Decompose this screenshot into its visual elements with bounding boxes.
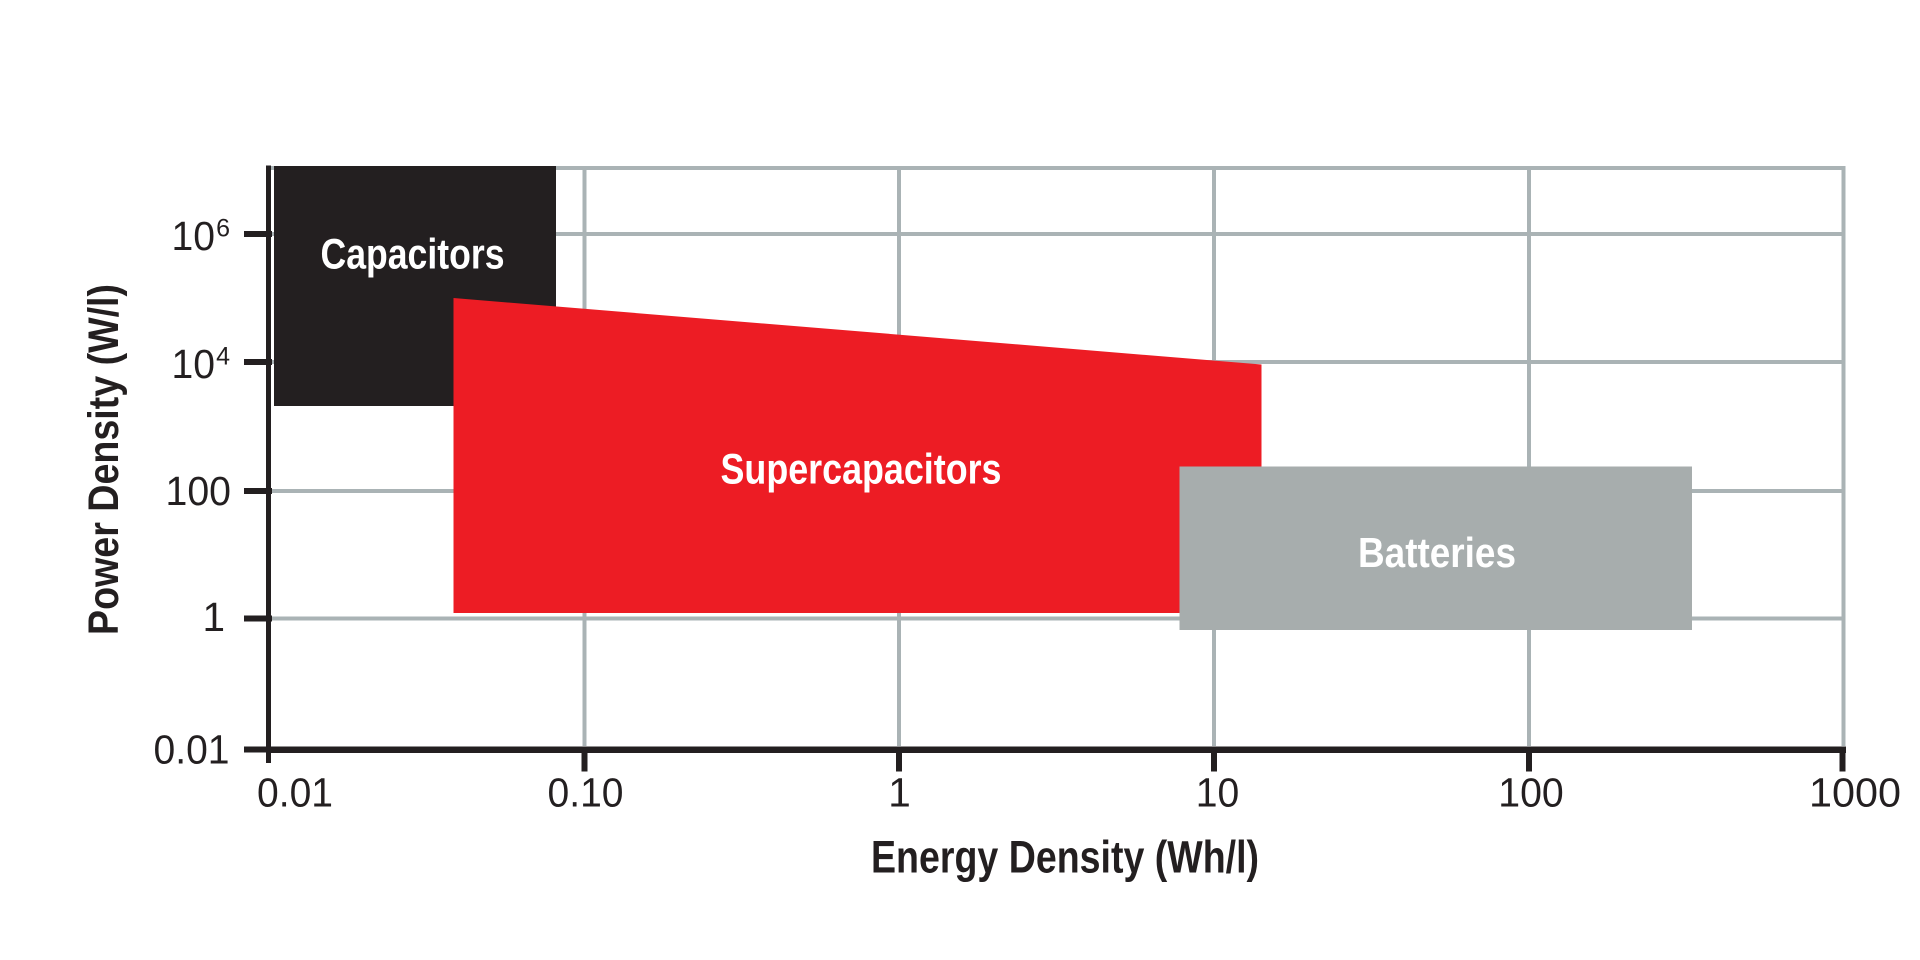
svg-text:0.01: 0.01 bbox=[257, 770, 333, 816]
svg-text:Power Density (W/l): Power Density (W/l) bbox=[80, 284, 128, 635]
svg-text:Capacitors: Capacitors bbox=[321, 232, 505, 279]
svg-text:10: 10 bbox=[172, 213, 216, 259]
svg-text:1: 1 bbox=[202, 594, 225, 640]
svg-text:4: 4 bbox=[216, 343, 230, 371]
svg-text:Batteries: Batteries bbox=[1358, 529, 1516, 576]
svg-text:100: 100 bbox=[166, 468, 232, 514]
svg-text:0.01: 0.01 bbox=[154, 727, 230, 773]
svg-text:1000: 1000 bbox=[1809, 770, 1901, 816]
svg-text:0.10: 0.10 bbox=[548, 770, 624, 816]
svg-text:6: 6 bbox=[216, 215, 230, 243]
svg-text:1: 1 bbox=[888, 770, 911, 816]
svg-text:10: 10 bbox=[1196, 770, 1240, 816]
svg-text:10: 10 bbox=[172, 341, 216, 387]
svg-text:Supercapacitors: Supercapacitors bbox=[721, 446, 1002, 494]
svg-text:Energy Density (Wh/l): Energy Density (Wh/l) bbox=[871, 832, 1259, 883]
svg-text:100: 100 bbox=[1498, 770, 1564, 816]
